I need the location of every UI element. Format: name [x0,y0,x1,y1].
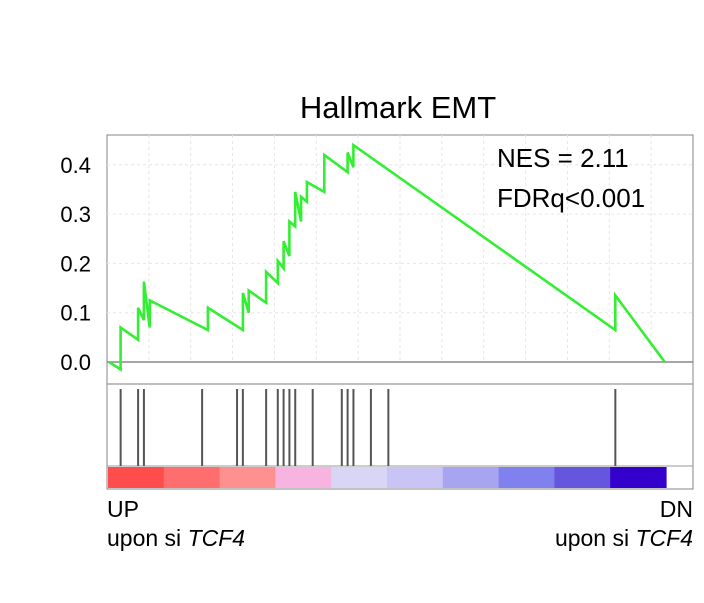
es-line [108,142,666,372]
grid-layer [107,135,693,362]
right-label-prefix: upon si [555,525,636,551]
rank-bar-segment [498,467,555,488]
y-tick-label: 0.2 [60,251,91,276]
rank-bar-segment [275,467,332,488]
left-label-line1: UP [107,496,139,522]
rank-bar-segment [442,467,500,488]
rank-bar-segment [610,467,667,488]
left-label-prefix: upon si [107,525,188,551]
y-tick-label: 0.0 [60,350,91,375]
rank-bar-segment [219,467,276,488]
y-tick-label: 0.3 [60,202,91,227]
rank-bar-segment [554,467,611,488]
rank-bar-segment [163,467,221,488]
rank-bar [108,467,667,488]
right-label-line2: upon si TCF4 [555,525,693,551]
right-label-gene: TCF4 [636,525,694,551]
chart-title: Hallmark EMT [300,90,496,125]
y-tick-label: 0.1 [60,301,91,326]
nes-annotation: NES = 2.11 [497,143,629,173]
left-label-line2: upon si TCF4 [107,525,245,551]
rank-bar-segment [387,467,444,488]
rank-bar-segment [108,467,165,488]
rank-bar-segment [331,467,388,488]
enrichment-curve [108,142,666,372]
fdr-annotation: FDRq<0.001 [497,183,645,213]
left-label-gene: TCF4 [188,525,246,551]
y-ticks: 0.0 0.1 0.2 0.3 0.4 [60,153,91,375]
right-label-line1: DN [660,496,693,522]
hit-markers [119,389,617,466]
y-tick-label: 0.4 [60,153,91,178]
